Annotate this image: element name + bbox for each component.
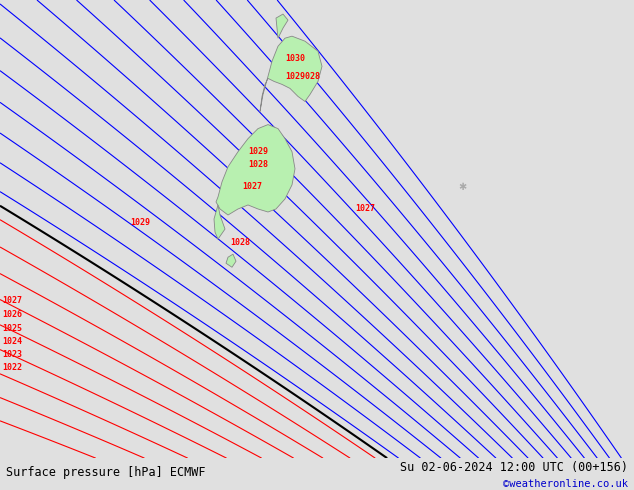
Text: ✱: ✱: [458, 182, 466, 192]
Text: 1028: 1028: [230, 238, 250, 246]
Text: 1023: 1023: [2, 350, 22, 359]
Text: ©weatheronline.co.uk: ©weatheronline.co.uk: [503, 479, 628, 490]
Text: 1027: 1027: [355, 204, 375, 214]
Text: 1029028: 1029028: [285, 72, 320, 81]
Polygon shape: [214, 205, 225, 239]
Text: 1027: 1027: [2, 296, 22, 305]
Text: 1030: 1030: [285, 54, 305, 63]
Text: Surface pressure [hPa] ECMWF: Surface pressure [hPa] ECMWF: [6, 466, 206, 479]
Polygon shape: [216, 124, 295, 215]
Polygon shape: [260, 36, 322, 112]
Polygon shape: [276, 14, 288, 38]
Text: 1026: 1026: [2, 310, 22, 319]
Text: 1029: 1029: [130, 218, 150, 226]
Text: Su 02-06-2024 12:00 UTC (00+156): Su 02-06-2024 12:00 UTC (00+156): [399, 461, 628, 473]
Text: 1022: 1022: [2, 363, 22, 372]
Text: 1025: 1025: [2, 324, 22, 333]
Polygon shape: [226, 254, 236, 267]
Text: 1028: 1028: [248, 160, 268, 169]
Text: 1029: 1029: [248, 147, 268, 156]
Text: 1027: 1027: [242, 182, 262, 192]
Text: 1024: 1024: [2, 337, 22, 346]
